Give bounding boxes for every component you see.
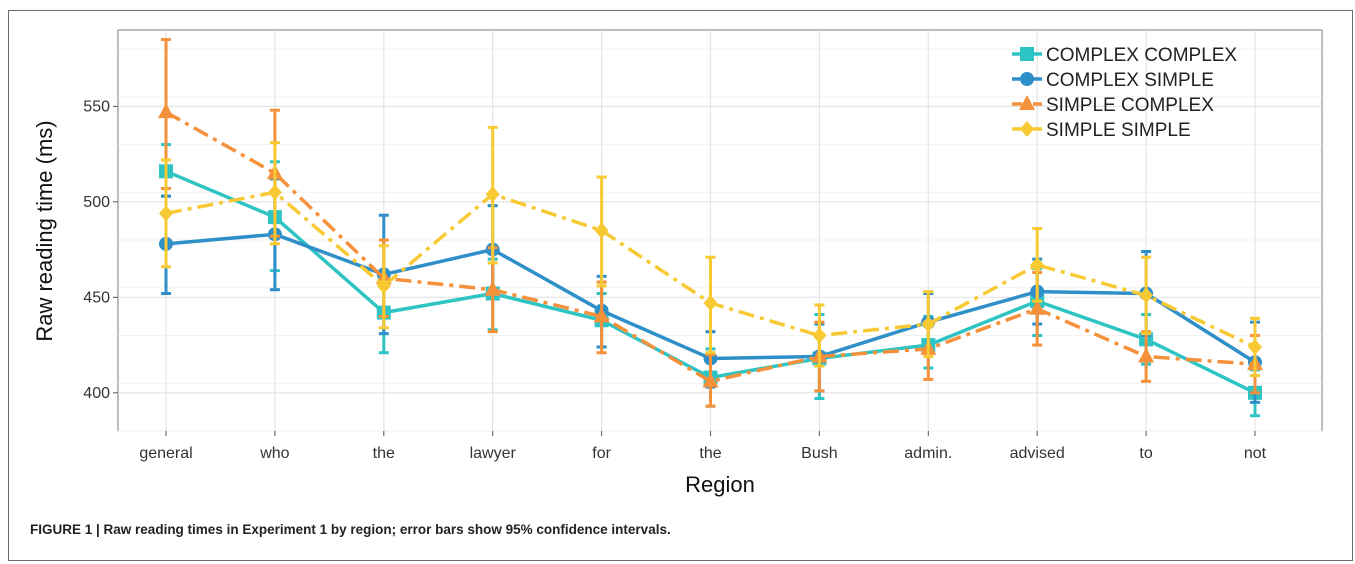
- data-point-marker: [921, 316, 936, 333]
- x-tick-label: admin.: [904, 445, 952, 462]
- legend-label: SIMPLE SIMPLE: [1046, 120, 1191, 141]
- legend-label: COMPLEX SIMPLE: [1046, 70, 1214, 91]
- x-axis-ticks: general who the lawyer for the Bush admin. advis…: [139, 431, 1267, 462]
- y-tick-label: 450: [83, 289, 110, 306]
- y-axis-ticks: 400 450 500 550: [83, 98, 118, 402]
- legend: COMPLEX COMPLEX COMPLEX SIMPLE SIMPLE COMP…: [1012, 45, 1237, 141]
- data-point-marker: [158, 103, 174, 119]
- legend-marker: [1020, 121, 1034, 137]
- x-tick-label: Bush: [801, 445, 837, 462]
- data-point-marker: [1029, 299, 1046, 315]
- figure-caption: FIGURE 1 | Raw reading times in Experime…: [30, 522, 671, 537]
- x-tick-label: for: [592, 445, 611, 462]
- legend-marker: [1019, 95, 1035, 110]
- reading-time-chart: general who the lawyer for the Bush admin. advis…: [32, 29, 1323, 497]
- x-axis-title: Region: [685, 472, 755, 497]
- series-line: [165, 110, 1256, 384]
- legend-item: SIMPLE COMPLEX: [1012, 95, 1214, 116]
- y-axis-title: Raw reading time (ms): [32, 120, 57, 341]
- legend-marker: [1020, 72, 1034, 86]
- data-point-marker: [267, 184, 282, 201]
- gridlines: [118, 30, 1322, 432]
- x-tick-label: who: [259, 445, 289, 462]
- y-tick-label: 500: [83, 194, 110, 211]
- legend-item: SIMPLE SIMPLE: [1012, 120, 1191, 141]
- data-point-marker: [812, 327, 827, 344]
- x-tick-label: the: [699, 445, 721, 462]
- data-point-marker: [593, 307, 610, 323]
- y-tick-label: 550: [83, 98, 110, 115]
- x-tick-label: the: [373, 445, 395, 462]
- x-tick-label: lawyer: [470, 445, 517, 462]
- legend-item: COMPLEX COMPLEX: [1012, 45, 1237, 66]
- legend-label: COMPLEX COMPLEX: [1046, 45, 1237, 66]
- data-point-marker: [1139, 287, 1154, 304]
- legend-marker: [1020, 47, 1034, 61]
- x-tick-label: general: [139, 445, 192, 462]
- data-point-marker: [1138, 347, 1155, 363]
- data-point-marker: [485, 186, 500, 203]
- data-point-marker: [703, 295, 718, 312]
- y-tick-label: 400: [83, 385, 110, 402]
- data-point-marker: [702, 372, 719, 388]
- data-point-marker: [1030, 256, 1045, 273]
- series-simple-simple: [159, 125, 1262, 378]
- data-point-marker: [594, 222, 609, 239]
- data-point-marker: [484, 280, 501, 296]
- x-tick-label: advised: [1010, 445, 1065, 462]
- x-tick-label: to: [1139, 445, 1152, 462]
- x-tick-label: not: [1244, 445, 1267, 462]
- data-point-marker: [159, 205, 173, 222]
- legend-item: COMPLEX SIMPLE: [1012, 70, 1214, 91]
- data-point-marker: [1248, 338, 1262, 355]
- data-point-marker: [376, 277, 391, 294]
- series-layer: [158, 38, 1263, 418]
- legend-label: SIMPLE COMPLEX: [1046, 95, 1214, 116]
